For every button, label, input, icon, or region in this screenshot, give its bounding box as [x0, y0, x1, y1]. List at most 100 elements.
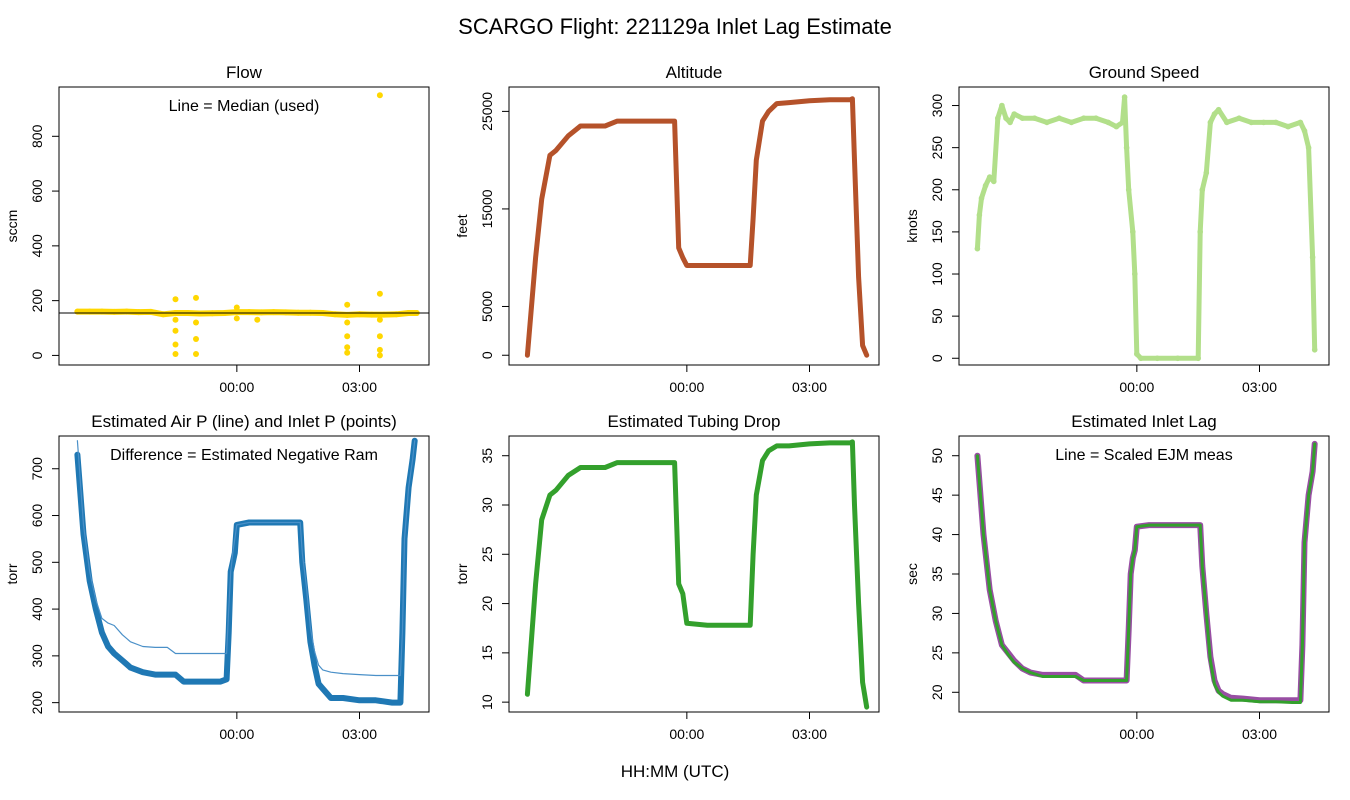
- ground-speed-point: [976, 212, 983, 218]
- flow-data: [59, 92, 429, 359]
- altitude-ytick-label: 15000: [479, 189, 495, 228]
- flow-point: [332, 311, 338, 318]
- flow-ytick-label: 800: [29, 124, 45, 148]
- ground-speed-point: [1197, 229, 1203, 235]
- flow-xtick-label: 03:00: [342, 379, 377, 395]
- ground-speed-xtick-label: 00:00: [1119, 379, 1154, 395]
- flow-annotation: Line = Median (used): [169, 98, 320, 115]
- altitude-ytick-label: 5000: [479, 291, 495, 322]
- flow-point: [376, 316, 383, 323]
- inlet-lag-xtick-label: 03:00: [1242, 726, 1277, 742]
- flow-point: [393, 311, 400, 318]
- flow-point: [86, 308, 93, 315]
- ground-speed-point: [1154, 355, 1161, 362]
- air-inlet-pressure-ytick-label: 300: [29, 644, 45, 668]
- ground-speed-point: [1211, 111, 1218, 117]
- flow-point: [193, 336, 199, 342]
- air-inlet-pressure-xtick-label: 00:00: [219, 726, 254, 742]
- flow-point: [344, 349, 351, 356]
- ground-speed-point: [1003, 115, 1009, 121]
- tubing-drop-xtick-label: 00:00: [669, 726, 704, 742]
- flow-point: [344, 333, 351, 340]
- ground-speed-ytick-label: 100: [929, 262, 945, 286]
- ground-speed-point: [1080, 115, 1087, 121]
- flow-ytick-label: 0: [29, 351, 45, 359]
- tubing-drop-ytick-label: 35: [479, 448, 495, 464]
- ground-speed-point: [974, 245, 981, 252]
- inlet-lag-data: [974, 440, 1318, 704]
- flow-point: [172, 351, 179, 357]
- ground-speed-xtick-label: 03:00: [1242, 379, 1277, 395]
- ground-speed-point: [1044, 119, 1050, 126]
- flow-point: [254, 316, 261, 323]
- ground-speed-point: [1019, 115, 1026, 121]
- air-inlet-pressure-ytick-label: 700: [29, 457, 45, 481]
- inlet-lag-ytick-label: 20: [929, 684, 945, 700]
- ground-speed-point: [1123, 144, 1130, 151]
- flow-point: [344, 344, 351, 351]
- flow-point: [172, 296, 179, 303]
- ground-speed-point: [1309, 254, 1316, 260]
- air-inlet-pressure-ytick-label: 600: [29, 504, 45, 528]
- ground-speed-point: [1119, 119, 1126, 126]
- altitude-line: [524, 96, 870, 358]
- flow-point: [233, 304, 240, 311]
- ground-speed-point: [995, 115, 1001, 121]
- tubing-drop-frame: [508, 435, 880, 713]
- flow-ytick-label: 600: [29, 179, 45, 203]
- tubing-drop-ytick-label: 20: [479, 596, 495, 612]
- panel-ground-speed: Ground Speed knots 0 50 100 150 200 250 300 00:00…: [904, 63, 1330, 395]
- tubing-drop-title: Estimated Tubing Drop: [608, 412, 781, 431]
- flow-point: [172, 327, 179, 334]
- flow-point: [148, 308, 154, 315]
- inlet-lag-ytick-label: 50: [929, 448, 945, 464]
- inlet-lag-ytick-label: 40: [929, 527, 945, 543]
- altitude-xtick-label: 03:00: [792, 379, 827, 395]
- flow-point: [123, 308, 130, 315]
- flow-frame: [58, 86, 430, 366]
- inlet-lag-title: Estimated Inlet Lag: [1071, 412, 1217, 431]
- ground-speed-point: [1305, 144, 1312, 151]
- flow-point: [193, 351, 199, 357]
- ground-speed-point: [1224, 119, 1230, 126]
- flow-ytick-label: 400: [29, 234, 45, 258]
- flow-point: [270, 309, 277, 316]
- flow-point: [74, 308, 81, 315]
- inlet-lag-ejm-line: [974, 440, 1318, 704]
- air-inlet-pressure-ylabel: torr: [4, 563, 20, 584]
- altitude-ytick-label: 0: [479, 351, 495, 359]
- tubing-drop-ylabel: torr: [454, 563, 470, 584]
- ground-speed-ytick-label: 300: [929, 94, 945, 118]
- ground-speed-point: [1031, 115, 1038, 121]
- flow-point: [172, 316, 179, 323]
- ground-speed-point: [1203, 170, 1210, 176]
- altitude-frame: [508, 86, 880, 366]
- tubing-drop-ytick-label: 30: [479, 497, 495, 513]
- inlet-lag-frame: [958, 435, 1330, 713]
- tubing-drop-xtick-label: 03:00: [792, 726, 827, 742]
- ground-speed-ytick-label: 50: [929, 308, 945, 324]
- flow-point: [111, 308, 118, 315]
- air-inlet-pressure-ytick-label: 400: [29, 597, 45, 621]
- panel-inlet-lag: Estimated Inlet Lag sec 20 25 30 35 40 45 50 00:0…: [904, 412, 1330, 742]
- flow-outlier-point: [376, 92, 383, 99]
- flow-point: [135, 309, 142, 316]
- flow-point: [233, 309, 240, 316]
- flow-point: [376, 352, 383, 359]
- altitude-ytick-label: 25000: [479, 92, 495, 131]
- ground-speed-point: [982, 182, 989, 189]
- ground-speed-point: [1273, 119, 1279, 126]
- air-inlet-pressure-ytick-label: 500: [29, 550, 45, 574]
- ground-speed-point: [1260, 119, 1267, 126]
- ground-speed-point: [1011, 111, 1017, 117]
- flow-point: [98, 308, 105, 315]
- flow-ytick-label: 200: [29, 289, 45, 313]
- panel-air-inlet-pressure: Estimated Air P (line) and Inlet P (poin…: [4, 412, 430, 742]
- air-inlet-pressure-annotation: Difference = Estimated Negative Ram: [110, 447, 378, 464]
- inlet-lag-points: [975, 442, 1317, 704]
- ground-speed-point: [1207, 119, 1214, 126]
- flow-point: [376, 346, 383, 353]
- flow-point: [160, 311, 167, 318]
